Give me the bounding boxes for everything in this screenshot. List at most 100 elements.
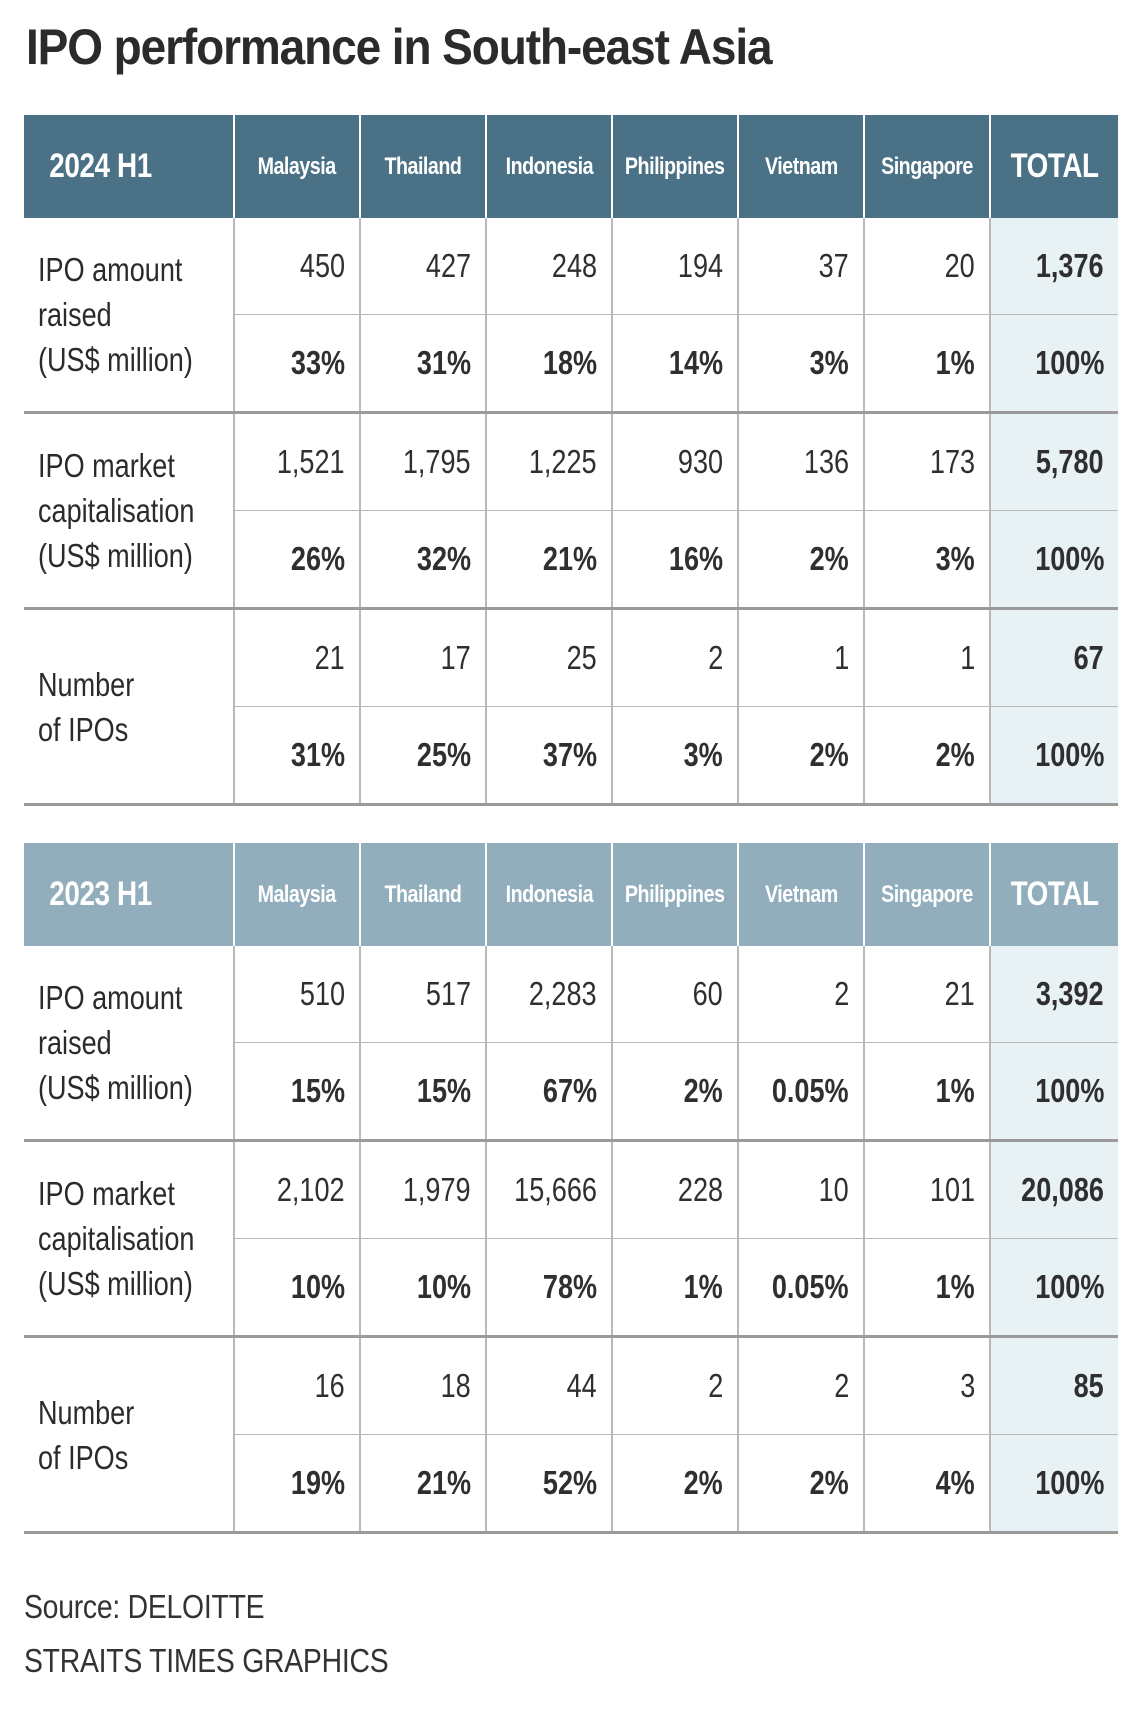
total-share-cell: 100% <box>989 314 1118 414</box>
value-cell: 44 <box>485 1336 612 1435</box>
row-label-amount-raised: IPO amount raised (US$ million) <box>24 218 234 414</box>
column-header-philippines: Philippines <box>611 115 738 218</box>
value-cell: 21 <box>233 608 360 707</box>
value-cell: 2 <box>611 1336 738 1435</box>
share-cell: 0.05% <box>737 1042 864 1142</box>
share-cell: 1% <box>611 1238 738 1338</box>
table-row-count-values: Number of IPOs 16 18 44 2 2 3 85 <box>24 1336 1118 1534</box>
share-cell: 37% <box>485 706 612 806</box>
share-cell: 1% <box>863 314 990 414</box>
share-cell: 2% <box>611 1434 738 1534</box>
value-cell: 101 <box>863 1140 990 1239</box>
table-row-count-values: Number of IPOs 21 17 25 2 1 1 67 <box>24 608 1118 806</box>
total-share-cell: 100% <box>989 1238 1118 1338</box>
row-label-market-cap: IPO market capitalisation (US$ million) <box>24 1140 234 1338</box>
total-value-cell: 1,376 <box>989 218 1118 315</box>
total-value-cell: 85 <box>989 1336 1118 1435</box>
share-cell: 15% <box>233 1042 360 1142</box>
row-label-amount-raised: IPO amount raised (US$ million) <box>24 946 234 1142</box>
column-header-total: TOTAL <box>989 843 1118 946</box>
value-cell: 18 <box>359 1336 486 1435</box>
value-cell: 10 <box>737 1140 864 1239</box>
value-cell: 248 <box>485 218 612 315</box>
value-cell: 3 <box>863 1336 990 1435</box>
value-cell: 2 <box>611 608 738 707</box>
share-cell: 19% <box>233 1434 360 1534</box>
share-cell: 3% <box>737 314 864 414</box>
value-cell: 427 <box>359 218 486 315</box>
share-cell: 52% <box>485 1434 612 1534</box>
total-share-cell: 100% <box>989 706 1118 806</box>
share-cell: 26% <box>233 510 360 610</box>
value-cell: 20 <box>863 218 990 315</box>
table-row-marketcap-shares: 26% 32% 21% 16% 2% 3% 100% <box>24 510 1118 610</box>
value-cell: 517 <box>359 946 486 1043</box>
value-cell: 1 <box>863 608 990 707</box>
column-header-malaysia: Malaysia <box>233 843 360 946</box>
column-header-indonesia: Indonesia <box>485 843 612 946</box>
table-row-marketcap-values: IPO market capitalisation (US$ million) … <box>24 1140 1118 1338</box>
share-cell: 16% <box>611 510 738 610</box>
share-cell: 31% <box>359 314 486 414</box>
row-label-number-of-ipos: Number of IPOs <box>24 608 234 806</box>
share-cell: 21% <box>359 1434 486 1534</box>
column-header-thailand: Thailand <box>359 115 486 218</box>
value-cell: 2 <box>737 946 864 1043</box>
share-cell: 67% <box>485 1042 612 1142</box>
period-label: 2023 H1 <box>24 843 234 946</box>
row-label-market-cap: IPO market capitalisation (US$ million) <box>24 412 234 610</box>
table-header-row: 2023 H1 Malaysia Thailand Indonesia Phil… <box>24 843 1118 946</box>
column-header-vietnam: Vietnam <box>737 843 864 946</box>
value-cell: 450 <box>233 218 360 315</box>
total-share-cell: 100% <box>989 1042 1118 1142</box>
value-cell: 2 <box>737 1336 864 1435</box>
total-share-cell: 100% <box>989 510 1118 610</box>
value-cell: 228 <box>611 1140 738 1239</box>
share-cell: 0.05% <box>737 1238 864 1338</box>
value-cell: 37 <box>737 218 864 315</box>
value-cell: 1,225 <box>485 412 612 511</box>
value-cell: 16 <box>233 1336 360 1435</box>
table-row-count-shares: 31% 25% 37% 3% 2% 2% 100% <box>24 706 1118 806</box>
total-share-cell: 100% <box>989 1434 1118 1534</box>
share-cell: 15% <box>359 1042 486 1142</box>
column-header-singapore: Singapore <box>863 115 990 218</box>
share-cell: 25% <box>359 706 486 806</box>
period-label: 2024 H1 <box>24 115 234 218</box>
value-cell: 173 <box>863 412 990 511</box>
value-cell: 25 <box>485 608 612 707</box>
value-cell: 2,283 <box>485 946 612 1043</box>
row-label-number-of-ipos: Number of IPOs <box>24 1336 234 1534</box>
share-cell: 21% <box>485 510 612 610</box>
table-row-amount-values: IPO amount raised (US$ million) 450 427 … <box>24 218 1118 414</box>
share-cell: 14% <box>611 314 738 414</box>
share-cell: 10% <box>233 1238 360 1338</box>
table-row-marketcap-values: IPO market capitalisation (US$ million) … <box>24 412 1118 610</box>
source-note: Source: DELOITTE <box>24 1588 265 1625</box>
column-header-malaysia: Malaysia <box>233 115 360 218</box>
share-cell: 1% <box>863 1042 990 1142</box>
value-cell: 194 <box>611 218 738 315</box>
column-header-total: TOTAL <box>989 115 1118 218</box>
value-cell: 136 <box>737 412 864 511</box>
total-value-cell: 20,086 <box>989 1140 1118 1239</box>
share-cell: 1% <box>863 1238 990 1338</box>
total-value-cell: 3,392 <box>989 946 1118 1043</box>
share-cell: 4% <box>863 1434 990 1534</box>
total-value-cell: 5,780 <box>989 412 1118 511</box>
share-cell: 10% <box>359 1238 486 1338</box>
value-cell: 510 <box>233 946 360 1043</box>
value-cell: 15,666 <box>485 1140 612 1239</box>
table-row-amount-shares: 15% 15% 67% 2% 0.05% 1% 100% <box>24 1042 1118 1142</box>
share-cell: 3% <box>863 510 990 610</box>
value-cell: 2,102 <box>233 1140 360 1239</box>
value-cell: 1 <box>737 608 864 707</box>
share-cell: 33% <box>233 314 360 414</box>
share-cell: 3% <box>611 706 738 806</box>
column-header-philippines: Philippines <box>611 843 738 946</box>
share-cell: 18% <box>485 314 612 414</box>
share-cell: 2% <box>737 510 864 610</box>
table-row-amount-values: IPO amount raised (US$ million) 510 517 … <box>24 946 1118 1142</box>
table-row-amount-shares: 33% 31% 18% 14% 3% 1% 100% <box>24 314 1118 414</box>
value-cell: 60 <box>611 946 738 1043</box>
